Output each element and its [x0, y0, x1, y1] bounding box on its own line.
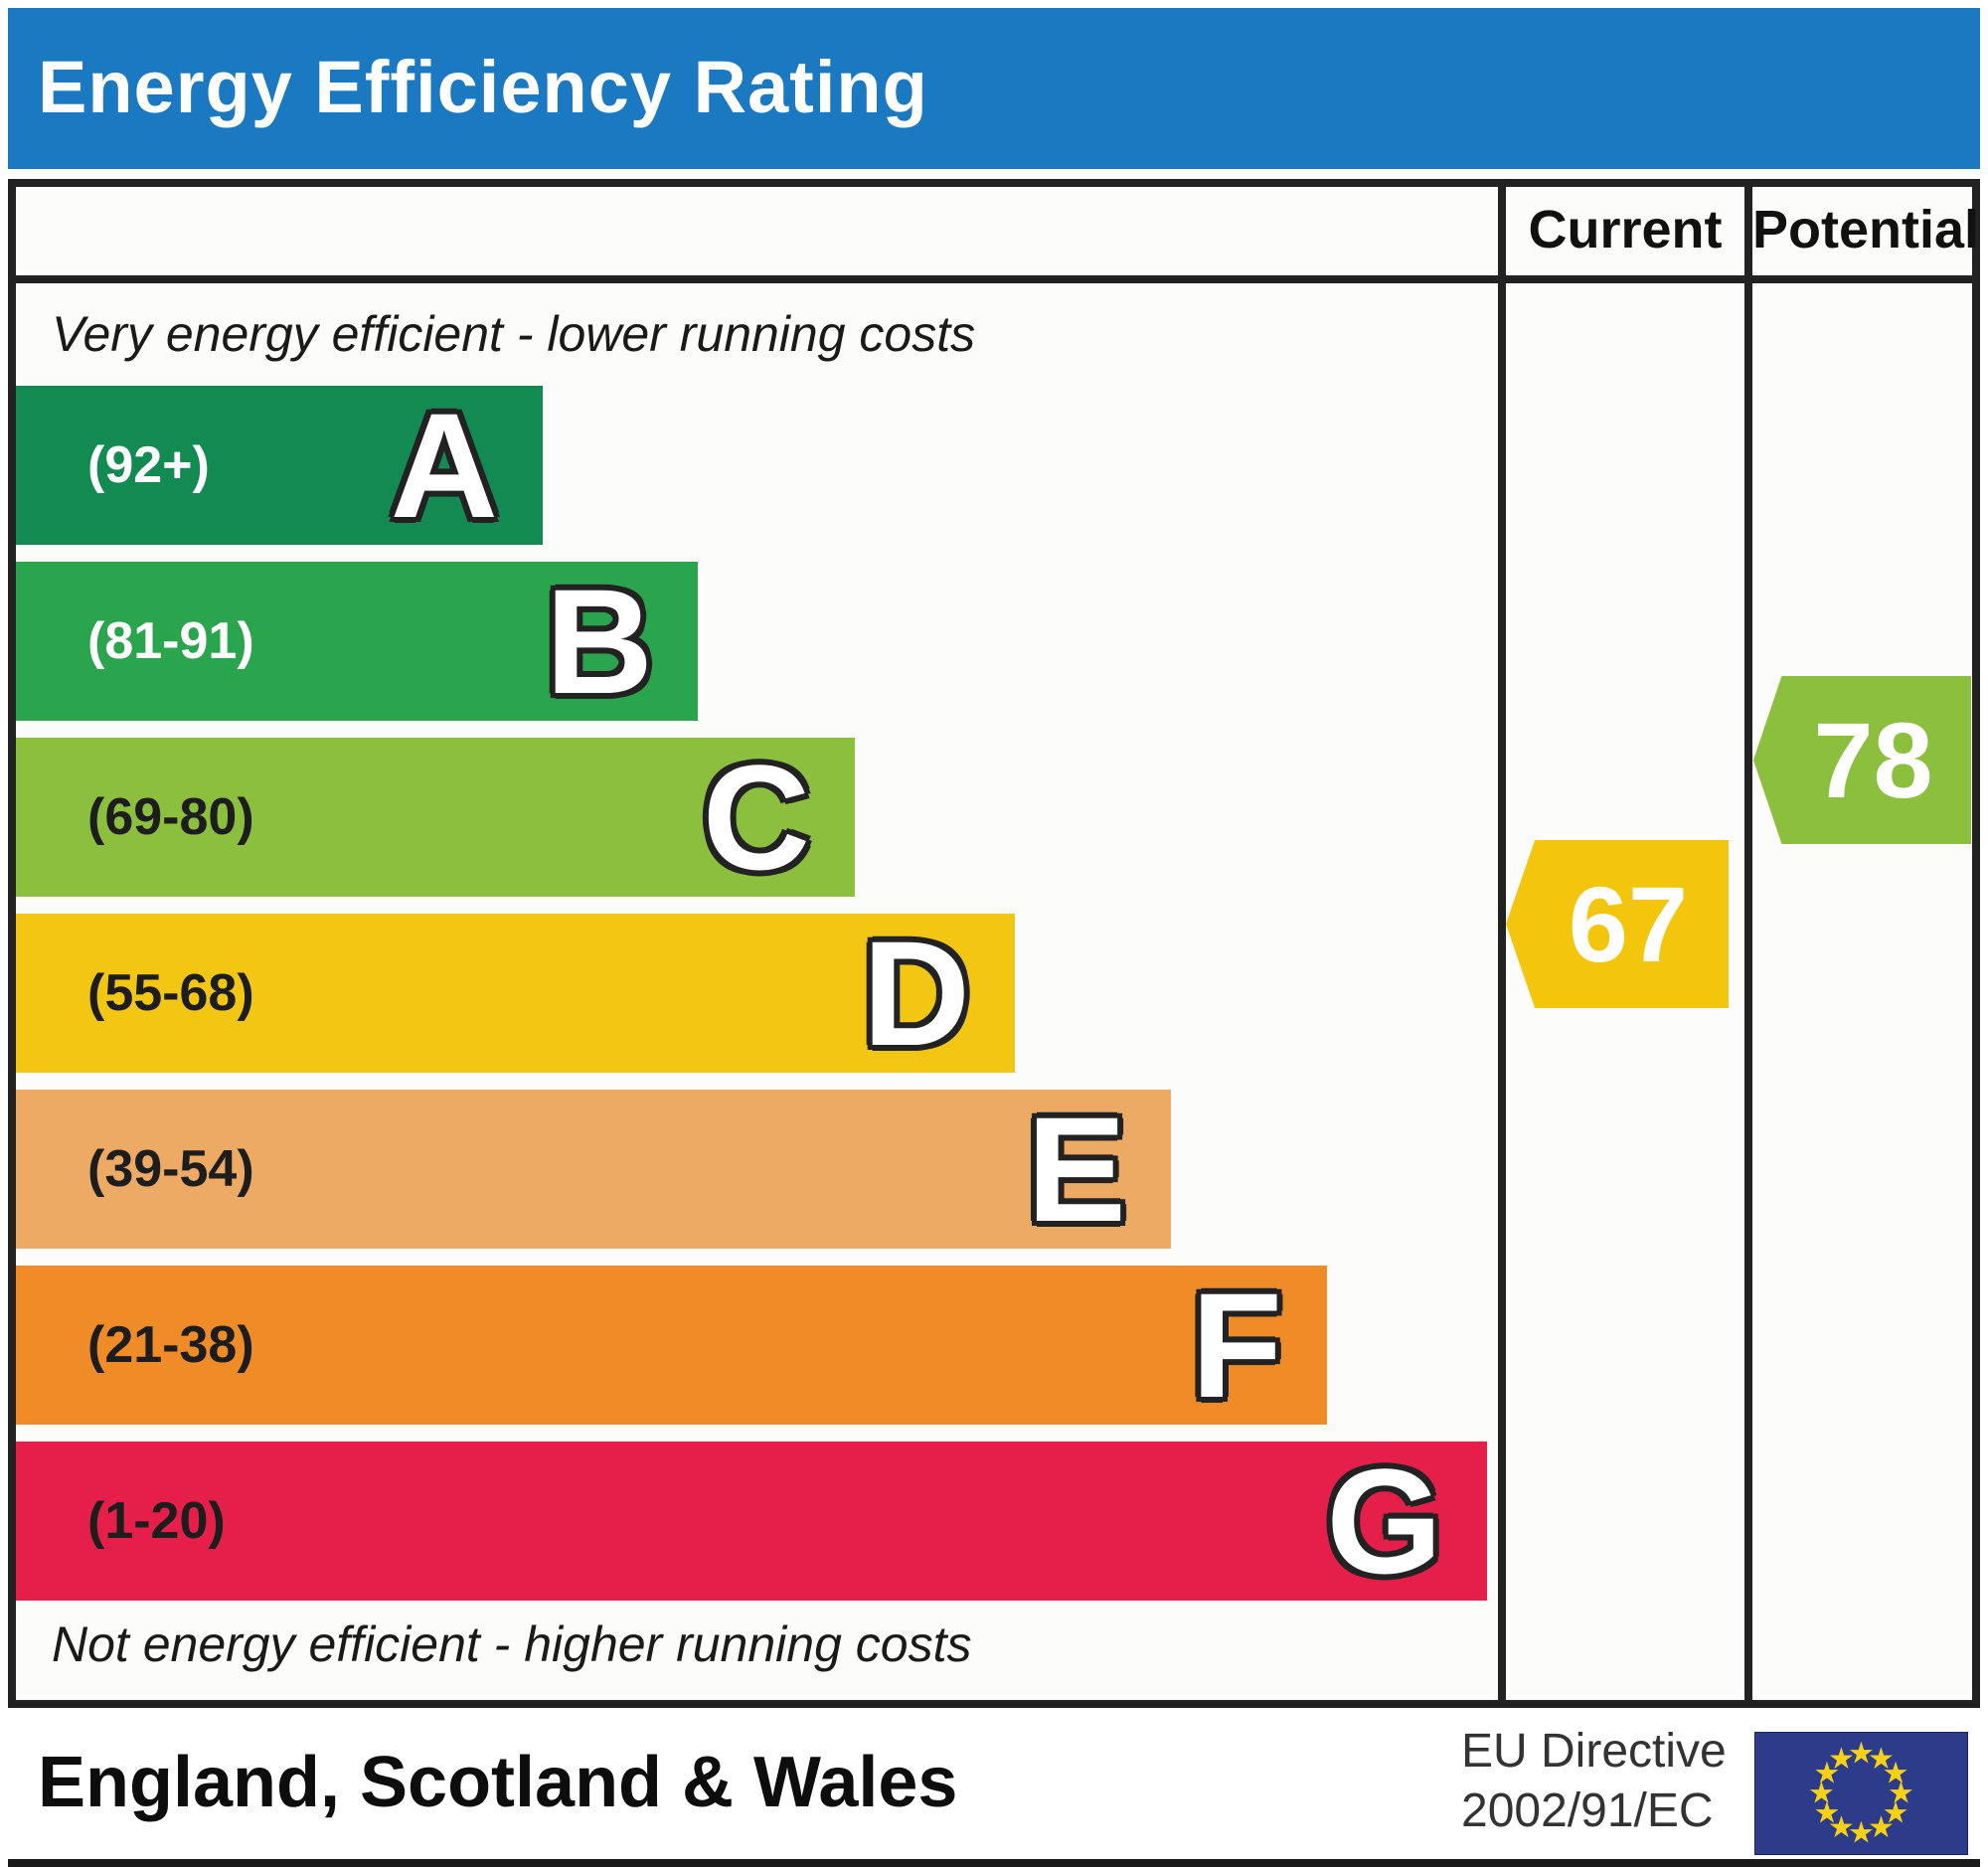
eu-directive-line1: EU Directive: [1461, 1725, 1727, 1778]
band-range-label: (39-54): [87, 1140, 254, 1198]
eu-directive-line2: 2002/91/EC: [1461, 1784, 1714, 1837]
band-letter: E: [1026, 1086, 1126, 1253]
eu-star-icon: ★: [1848, 1817, 1875, 1850]
current-rating-marker: 67: [1506, 840, 1729, 1008]
band-row-b: (81-91) B: [16, 562, 698, 721]
band-letter: C: [702, 734, 810, 901]
potential-column-body: 78: [1752, 283, 1972, 1700]
band-letter: B: [545, 558, 653, 725]
bands-area: Very energy efficient - lower running co…: [16, 283, 1498, 1700]
rating-table: Very energy efficient - lower running co…: [8, 179, 1980, 1708]
band-range-label: (81-91): [87, 612, 254, 670]
band-row-a: (92+) A: [16, 386, 543, 545]
eu-star-icon: ★: [1883, 1797, 1909, 1830]
band-row-g: (1-20) G: [16, 1442, 1487, 1601]
band-row-f: (21-38) F: [16, 1266, 1327, 1425]
current-column: Current 67: [1506, 187, 1744, 1700]
eu-directive-text: EU Directive 2002/91/EC: [1461, 1722, 1727, 1841]
eu-flag-field: [1754, 1732, 1968, 1855]
column-divider: [1744, 187, 1752, 1700]
eu-star-icon: ★: [1883, 1758, 1909, 1790]
band-range-label: (1-20): [87, 1492, 226, 1550]
eu-flag-icon: ★ ★ ★ ★ ★ ★ ★ ★ ★ ★ ★ ★: [1754, 1732, 1968, 1855]
band-row-c: (69-80) C: [16, 738, 855, 897]
footer: England, Scotland & Wales EU Directive 2…: [8, 1708, 1980, 1867]
potential-rating-value: 78: [1813, 700, 1933, 820]
eu-star-icon: ★: [1813, 1758, 1840, 1790]
potential-column: Potential 78: [1752, 187, 1979, 1700]
bands-column-header: [16, 187, 1498, 283]
band-letter: G: [1326, 1438, 1442, 1605]
band-letter: A: [390, 382, 498, 549]
eu-star-icon: ★: [1888, 1778, 1914, 1810]
band-row-d: (55-68) D: [16, 914, 1015, 1073]
caption-not-efficient: Not energy efficient - higher running co…: [52, 1616, 972, 1672]
current-column-body: 67: [1506, 283, 1744, 1700]
band-range-label: (55-68): [87, 964, 254, 1022]
bands-column: Very energy efficient - lower running co…: [16, 187, 1498, 1700]
caption-very-efficient: Very energy efficient - lower running co…: [52, 306, 976, 362]
potential-column-header: Potential: [1752, 187, 1979, 283]
page-title: Energy Efficiency Rating: [38, 46, 928, 128]
eu-star-icon: ★: [1828, 1811, 1855, 1844]
region-label: England, Scotland & Wales: [38, 1743, 958, 1822]
eu-star-icon: ★: [1828, 1743, 1855, 1776]
potential-rating-marker: 78: [1753, 676, 1971, 844]
eu-star-icon: ★: [1868, 1811, 1895, 1844]
band-letter: F: [1191, 1262, 1282, 1429]
title-band: Energy Efficiency Rating: [8, 8, 1980, 169]
eu-star-icon: ★: [1848, 1738, 1875, 1771]
eu-star-icon: ★: [1868, 1743, 1895, 1776]
band-range-label: (21-38): [87, 1316, 254, 1374]
column-divider: [1498, 187, 1506, 1700]
band-range-label: (92+): [87, 436, 210, 494]
current-rating-value: 67: [1568, 864, 1689, 984]
band-letter: D: [862, 910, 970, 1077]
eu-star-icon: ★: [1808, 1778, 1835, 1810]
band-range-label: (69-80): [87, 788, 254, 846]
eu-star-icon: ★: [1813, 1797, 1840, 1830]
current-column-header: Current: [1506, 187, 1744, 283]
band-row-e: (39-54) E: [16, 1090, 1171, 1249]
